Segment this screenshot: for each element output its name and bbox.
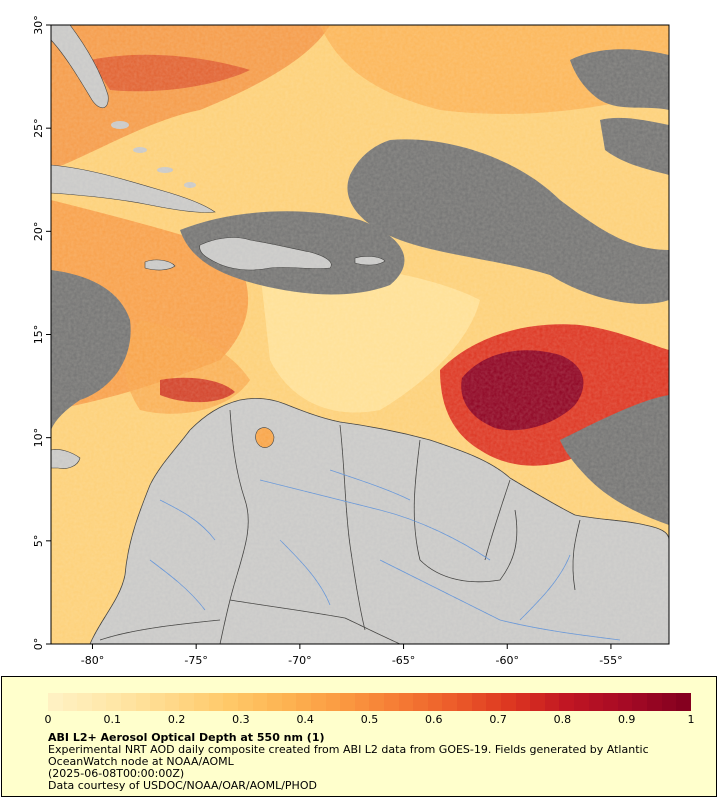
- colorbar-swatch: [179, 693, 195, 711]
- colorbar-swatch: [267, 693, 282, 711]
- legend-panel: 0 0.1 0.2 0.3 0.4 0.5 0.6 0.7 0.8 0.9 1 ABI L2+ Ae…: [1, 676, 717, 797]
- colorbar-tick-label: 0.8: [553, 713, 572, 726]
- colorbar: [48, 693, 691, 711]
- colorbar-swatch: [48, 693, 63, 711]
- colorbar-swatch: [194, 693, 209, 711]
- colorbar-swatch: [164, 693, 180, 711]
- colorbar-swatch: [632, 693, 647, 711]
- colorbar-swatch: [500, 693, 516, 711]
- colorbar-swatch: [661, 693, 677, 711]
- legend-text-block: ABI L2+ Aerosol Optical Depth at 550 nm …: [48, 732, 688, 792]
- colorbar-swatch: [340, 693, 355, 711]
- colorbar-swatch: [486, 693, 501, 711]
- colorbar-swatch: [384, 693, 399, 711]
- colorbar-swatch: [62, 693, 78, 711]
- colorbar-swatch: [457, 693, 472, 711]
- colorbar-swatch: [237, 693, 253, 711]
- legend-title: ABI L2+ Aerosol Optical Depth at 550 nm …: [48, 731, 325, 744]
- colorbar-swatch: [223, 693, 238, 711]
- colorbar-swatch: [150, 693, 165, 711]
- colorbar-swatch: [91, 693, 107, 711]
- colorbar-swatch: [354, 693, 370, 711]
- colorbar-swatch: [121, 693, 136, 711]
- colorbar-swatch: [296, 693, 311, 711]
- legend-description-line-2: OceanWatch node at NOAA/AOML: [48, 755, 234, 768]
- legend-credit: Data courtesy of USDOC/NOAA/OAR/AOML/PHO…: [48, 779, 317, 792]
- x-tick-label: -65°: [392, 654, 415, 667]
- y-tick-label: 5°: [32, 535, 45, 548]
- colorbar-tick-label: 0.9: [617, 713, 636, 726]
- colorbar-swatch: [427, 693, 443, 711]
- noise-texture: [51, 25, 669, 644]
- y-tick-label: 30°: [32, 15, 45, 35]
- colorbar-swatch: [588, 693, 604, 711]
- aod-map[interactable]: -80° -75° -70° -65° -60° -55° 30° 25° 20° 15° 10°…: [0, 0, 720, 670]
- colorbar-swatch: [442, 693, 458, 711]
- colorbar-swatch: [77, 693, 92, 711]
- colorbar-swatch: [544, 693, 560, 711]
- legend-timestamp: (2025-06-08T00:00:00Z): [48, 767, 185, 780]
- y-tick-label: 0°: [32, 638, 45, 651]
- colorbar-tick-label: 0.7: [489, 713, 507, 726]
- colorbar-swatch: [617, 693, 633, 711]
- colorbar-tick-labels: 0 0.1 0.2 0.3 0.4 0.5 0.6 0.7 0.8 0.9 1: [2, 713, 718, 727]
- colorbar-swatch: [325, 693, 341, 711]
- colorbar-swatch: [676, 693, 691, 711]
- colorbar-tick-label: 0.2: [167, 713, 186, 726]
- colorbar-tick-label: 0.6: [425, 713, 443, 726]
- y-axis: 30° 25° 20° 15° 10° 5° 0°: [32, 15, 51, 650]
- colorbar-swatch: [135, 693, 151, 711]
- colorbar-swatch: [559, 693, 574, 711]
- colorbar-swatch: [252, 693, 268, 711]
- colorbar-swatch: [515, 693, 531, 711]
- colorbar-swatch: [471, 693, 487, 711]
- colorbar-swatch: [106, 693, 122, 711]
- colorbar-swatch: [646, 693, 662, 711]
- legend-description-line-1: Experimental NRT AOD daily composite cre…: [48, 743, 649, 756]
- colorbar-swatch: [310, 693, 326, 711]
- map-figure: -80° -75° -70° -65° -60° -55° 30° 25° 20° 15° 10°…: [0, 0, 720, 670]
- colorbar-swatch: [413, 693, 428, 711]
- x-tick-label: -70°: [288, 654, 311, 667]
- x-tick-label: -55°: [599, 654, 622, 667]
- colorbar-swatch: [369, 693, 385, 711]
- colorbar-swatch: [603, 693, 618, 711]
- y-tick-label: 20°: [32, 222, 45, 242]
- colorbar-tick-label: 0.4: [296, 713, 314, 726]
- colorbar-tick-label: 0.3: [232, 713, 250, 726]
- y-tick-label: 10°: [32, 428, 45, 448]
- colorbar-tick-label: 1: [687, 713, 695, 726]
- x-axis: -80° -75° -70° -65° -60° -55°: [81, 644, 623, 667]
- x-tick-label: -80°: [81, 654, 104, 667]
- y-tick-label: 25°: [32, 118, 45, 138]
- colorbar-swatch: [208, 693, 224, 711]
- colorbar-swatch: [530, 693, 545, 711]
- y-tick-label: 15°: [32, 325, 45, 345]
- colorbar-tick-label: 0.5: [360, 713, 379, 726]
- colorbar-swatch: [573, 693, 589, 711]
- colorbar-tick-label: 0.1: [103, 713, 122, 726]
- colorbar-swatch: [398, 693, 414, 711]
- x-tick-label: -60°: [496, 654, 519, 667]
- colorbar-swatch: [281, 693, 297, 711]
- colorbar-tick-label: 0: [44, 713, 52, 726]
- x-tick-label: -75°: [184, 654, 207, 667]
